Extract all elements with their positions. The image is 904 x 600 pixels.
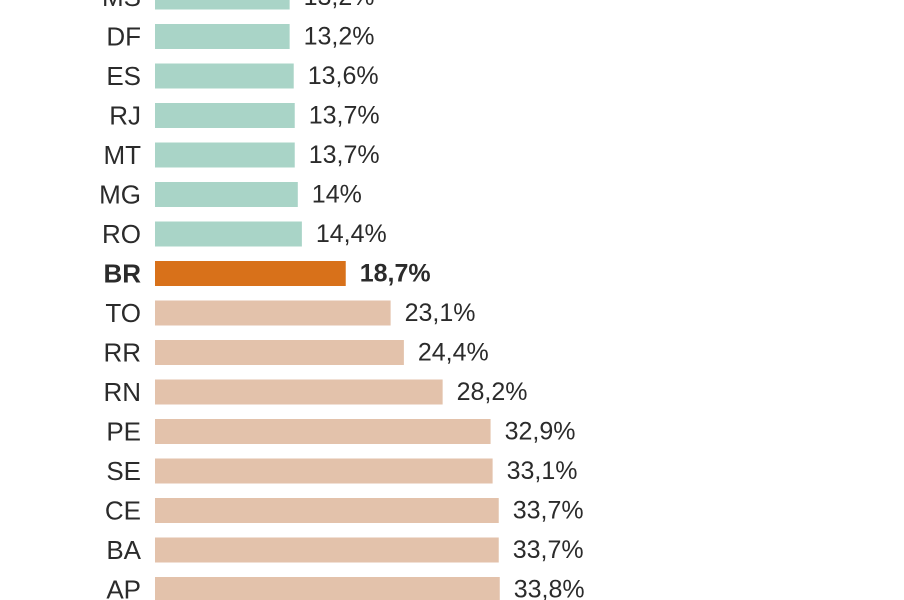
category-label-ce: CE bbox=[105, 496, 141, 526]
value-label-mt: 13,7% bbox=[309, 141, 380, 169]
chart-rows: MS 13,2% DF 13,2% ES 13,6% RJ 13,7% MT 13,7% MG 14%… bbox=[99, 0, 585, 600]
value-label-df: 13,2% bbox=[304, 23, 375, 51]
bar-ap bbox=[155, 577, 500, 600]
category-label-mt: MT bbox=[103, 140, 141, 170]
category-label-to: TO bbox=[105, 298, 141, 328]
bar-ro bbox=[155, 221, 302, 247]
bar-mt bbox=[155, 142, 295, 168]
category-label-df: DF bbox=[106, 22, 141, 52]
value-label-pe: 32,9% bbox=[505, 418, 576, 446]
bar-ms bbox=[155, 0, 290, 10]
bar-ba bbox=[155, 537, 499, 563]
category-label-br: BR bbox=[103, 259, 141, 289]
category-label-rj: RJ bbox=[109, 101, 141, 131]
value-label-ba: 33,7% bbox=[513, 536, 584, 564]
bar-rj bbox=[155, 103, 295, 128]
value-label-mg: 14% bbox=[312, 181, 362, 209]
category-label-ba: BA bbox=[106, 535, 141, 565]
value-label-es: 13,6% bbox=[308, 62, 379, 90]
category-label-ms: MS bbox=[102, 0, 141, 12]
category-label-rn: RN bbox=[103, 377, 141, 407]
category-label-ro: RO bbox=[102, 219, 141, 249]
value-label-ro: 14,4% bbox=[316, 220, 387, 248]
value-label-br: 18,7% bbox=[360, 260, 431, 288]
category-label-ap: AP bbox=[106, 575, 141, 600]
value-label-rr: 24,4% bbox=[418, 339, 489, 367]
category-label-pe: PE bbox=[106, 417, 141, 447]
bar-to bbox=[155, 300, 391, 326]
value-label-rj: 13,7% bbox=[309, 102, 380, 130]
value-label-ms: 13,2% bbox=[304, 0, 375, 11]
category-label-mg: MG bbox=[99, 180, 141, 210]
value-label-ap: 33,8% bbox=[514, 576, 585, 600]
value-label-se: 33,1% bbox=[507, 457, 578, 485]
value-label-rn: 28,2% bbox=[457, 378, 528, 406]
value-label-ce: 33,7% bbox=[513, 497, 584, 525]
bar-se bbox=[155, 458, 493, 484]
bar-ce bbox=[155, 498, 499, 523]
category-label-es: ES bbox=[106, 61, 141, 91]
category-label-se: SE bbox=[106, 456, 141, 486]
bar-br bbox=[155, 261, 346, 286]
bar-rn bbox=[155, 379, 443, 405]
bar-es bbox=[155, 63, 294, 89]
bar-mg bbox=[155, 182, 298, 207]
category-label-rr: RR bbox=[103, 338, 141, 368]
bar-df bbox=[155, 24, 290, 49]
bar-pe bbox=[155, 419, 491, 444]
bar-rr bbox=[155, 340, 404, 365]
value-label-to: 23,1% bbox=[405, 299, 476, 327]
